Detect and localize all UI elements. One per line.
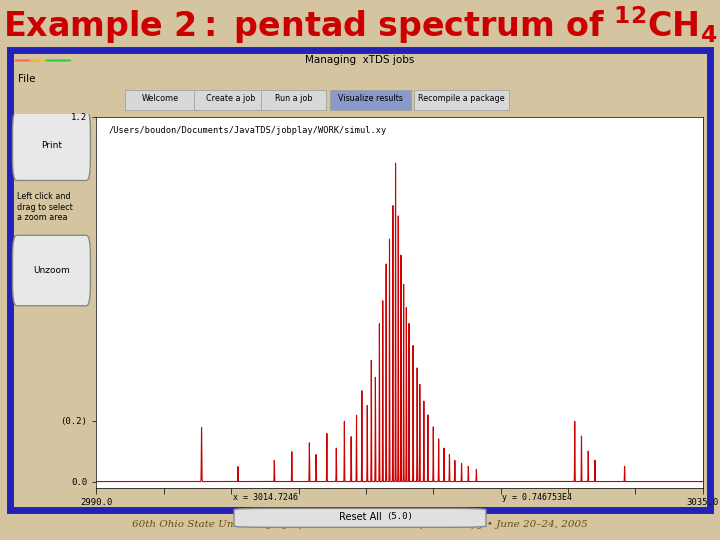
Text: Create a job: Create a job	[206, 94, 255, 103]
Text: Left click and
drag to select
a zoom area: Left click and drag to select a zoom are…	[17, 192, 73, 222]
FancyBboxPatch shape	[234, 508, 486, 527]
Text: $\mathbf{Example\ 2:\ pentad\ spectrum\ of\ ^{12}CH_4}$: $\mathbf{Example\ 2:\ pentad\ spectrum\ …	[3, 4, 717, 46]
FancyBboxPatch shape	[12, 110, 91, 180]
Text: Run a job: Run a job	[275, 94, 312, 103]
Text: 60th Ohio State University Symposium on Molecular Spectroscopy • June 20–24, 200: 60th Ohio State University Symposium on …	[132, 521, 588, 529]
Text: Print: Print	[41, 141, 62, 150]
FancyBboxPatch shape	[125, 90, 197, 110]
Circle shape	[46, 60, 71, 61]
FancyBboxPatch shape	[261, 90, 326, 110]
Text: y = 0.746753E4: y = 0.746753E4	[502, 494, 572, 502]
FancyBboxPatch shape	[12, 235, 91, 306]
Text: File: File	[19, 74, 36, 84]
Text: /Users/boudon/Documents/JavaTDS/jobplay/WORK/simul.xy: /Users/boudon/Documents/JavaTDS/jobplay/…	[109, 126, 387, 135]
Circle shape	[15, 60, 40, 61]
Text: x = 3014.7246: x = 3014.7246	[233, 494, 298, 502]
FancyBboxPatch shape	[194, 90, 266, 110]
FancyBboxPatch shape	[330, 90, 410, 110]
Text: Managing  xTDS jobs: Managing xTDS jobs	[305, 56, 415, 65]
Circle shape	[30, 60, 55, 61]
FancyBboxPatch shape	[414, 90, 509, 110]
Text: (5.0): (5.0)	[386, 512, 413, 521]
Text: Unzoom: Unzoom	[33, 266, 70, 275]
Text: Reset All: Reset All	[338, 512, 382, 522]
Text: Recompile a package: Recompile a package	[418, 94, 505, 103]
Text: Welcome: Welcome	[142, 94, 179, 103]
Text: Visualize results: Visualize results	[338, 94, 403, 103]
